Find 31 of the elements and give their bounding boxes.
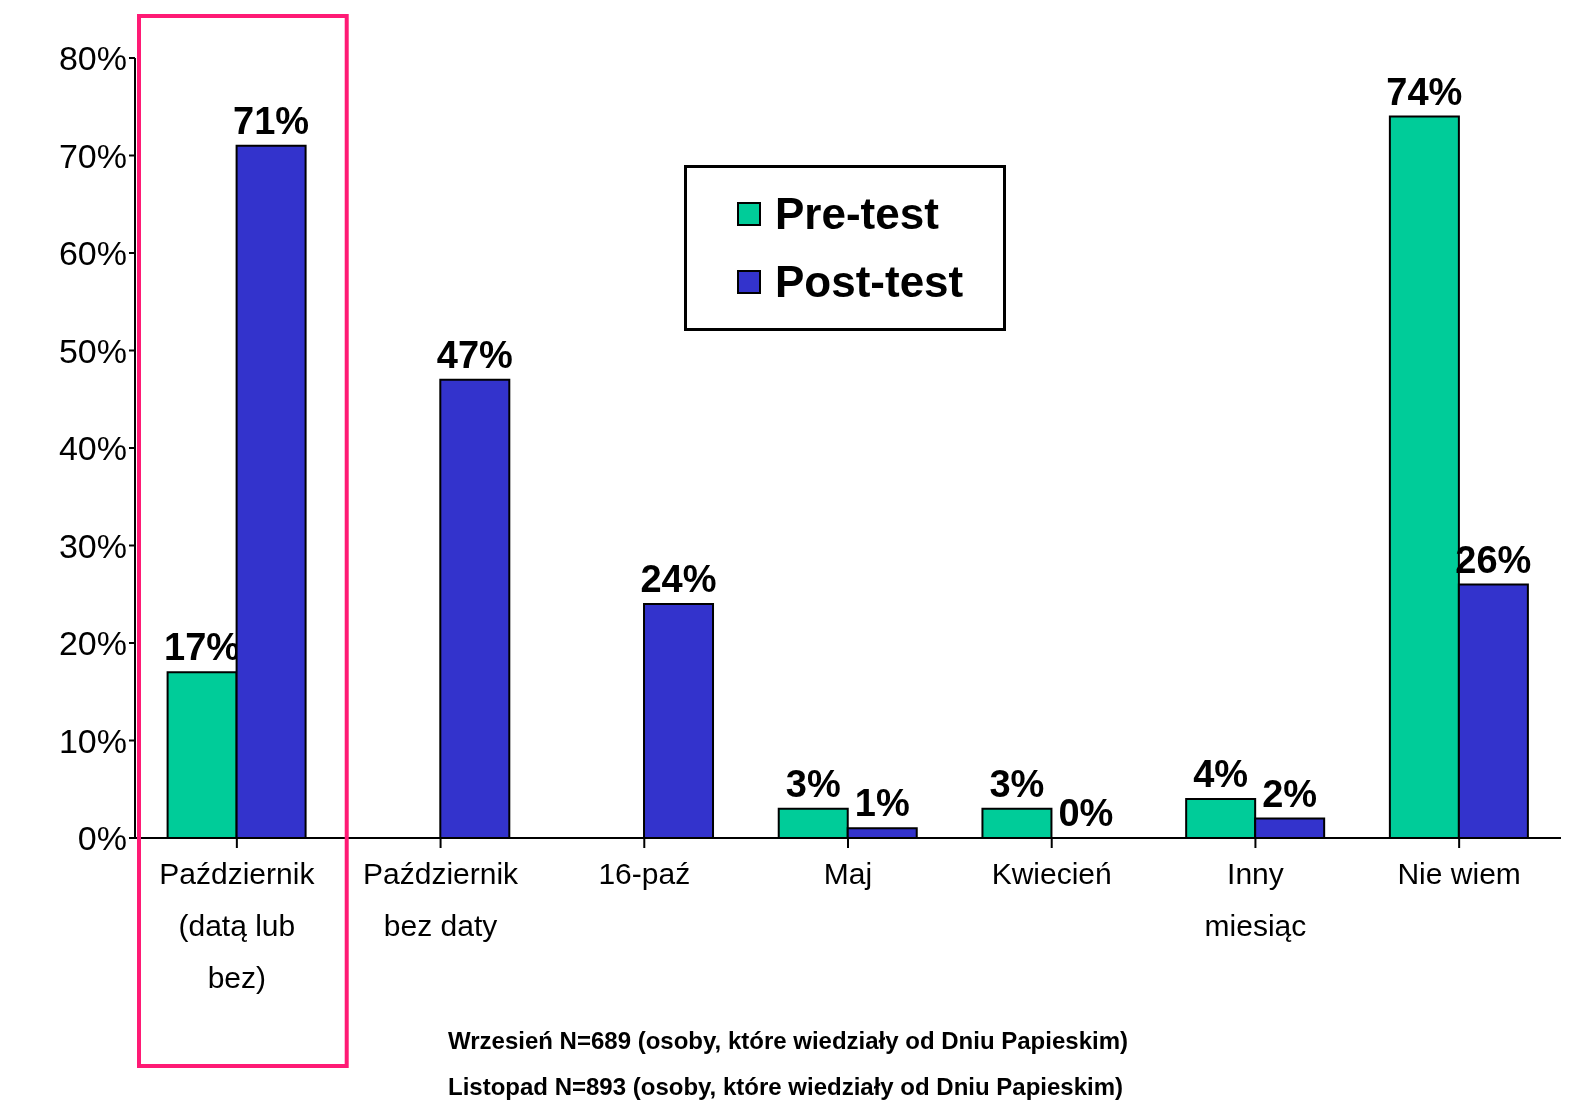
x-tick-label: Październik (datą lub bez) bbox=[159, 857, 316, 994]
y-tick-label: 10% bbox=[58, 721, 127, 760]
data-label: 3% bbox=[989, 762, 1045, 805]
y-tick-label: 70% bbox=[58, 136, 127, 175]
data-label: 4% bbox=[1193, 753, 1249, 795]
data-label: 2% bbox=[1262, 772, 1318, 815]
y-tick-label: 80% bbox=[58, 39, 127, 78]
y-tick-label: 20% bbox=[58, 624, 127, 663]
data-label: 3% bbox=[785, 762, 841, 805]
x-tick-label: Nie wiem bbox=[1397, 857, 1521, 890]
data-label: 17% bbox=[164, 626, 241, 669]
y-tick-label: 0% bbox=[77, 819, 127, 858]
data-label: 74% bbox=[1386, 70, 1463, 113]
data-label: 24% bbox=[640, 558, 717, 600]
text: Wrzesień N=689 (osoby, które wiedziały od Dniu Papieskim) bbox=[448, 1026, 1129, 1056]
data-label: 1% bbox=[854, 782, 910, 825]
data-label: 47% bbox=[436, 333, 513, 376]
x-tick-label: Inny miesiąc bbox=[1204, 857, 1307, 942]
x-tick-label: Kwiecień bbox=[991, 857, 1112, 890]
y-tick-label: 60% bbox=[58, 234, 127, 273]
x-tick-label: Maj bbox=[823, 857, 873, 890]
x-tick-label: 16-paź bbox=[598, 857, 691, 890]
y-tick-label: 30% bbox=[58, 526, 127, 565]
data-label: 0% bbox=[1058, 792, 1114, 834]
legend-label: Pre-test bbox=[774, 188, 940, 240]
legend-label: Post-test bbox=[774, 256, 964, 308]
text: Listopad N=893 (osoby, które wiedziały od Dniu Papieskim) bbox=[448, 1072, 1125, 1102]
y-tick-label: 40% bbox=[58, 429, 127, 468]
data-label: 71% bbox=[233, 99, 310, 142]
x-tick-label: Październik bez daty bbox=[363, 857, 520, 942]
y-tick-label: 50% bbox=[58, 331, 127, 370]
